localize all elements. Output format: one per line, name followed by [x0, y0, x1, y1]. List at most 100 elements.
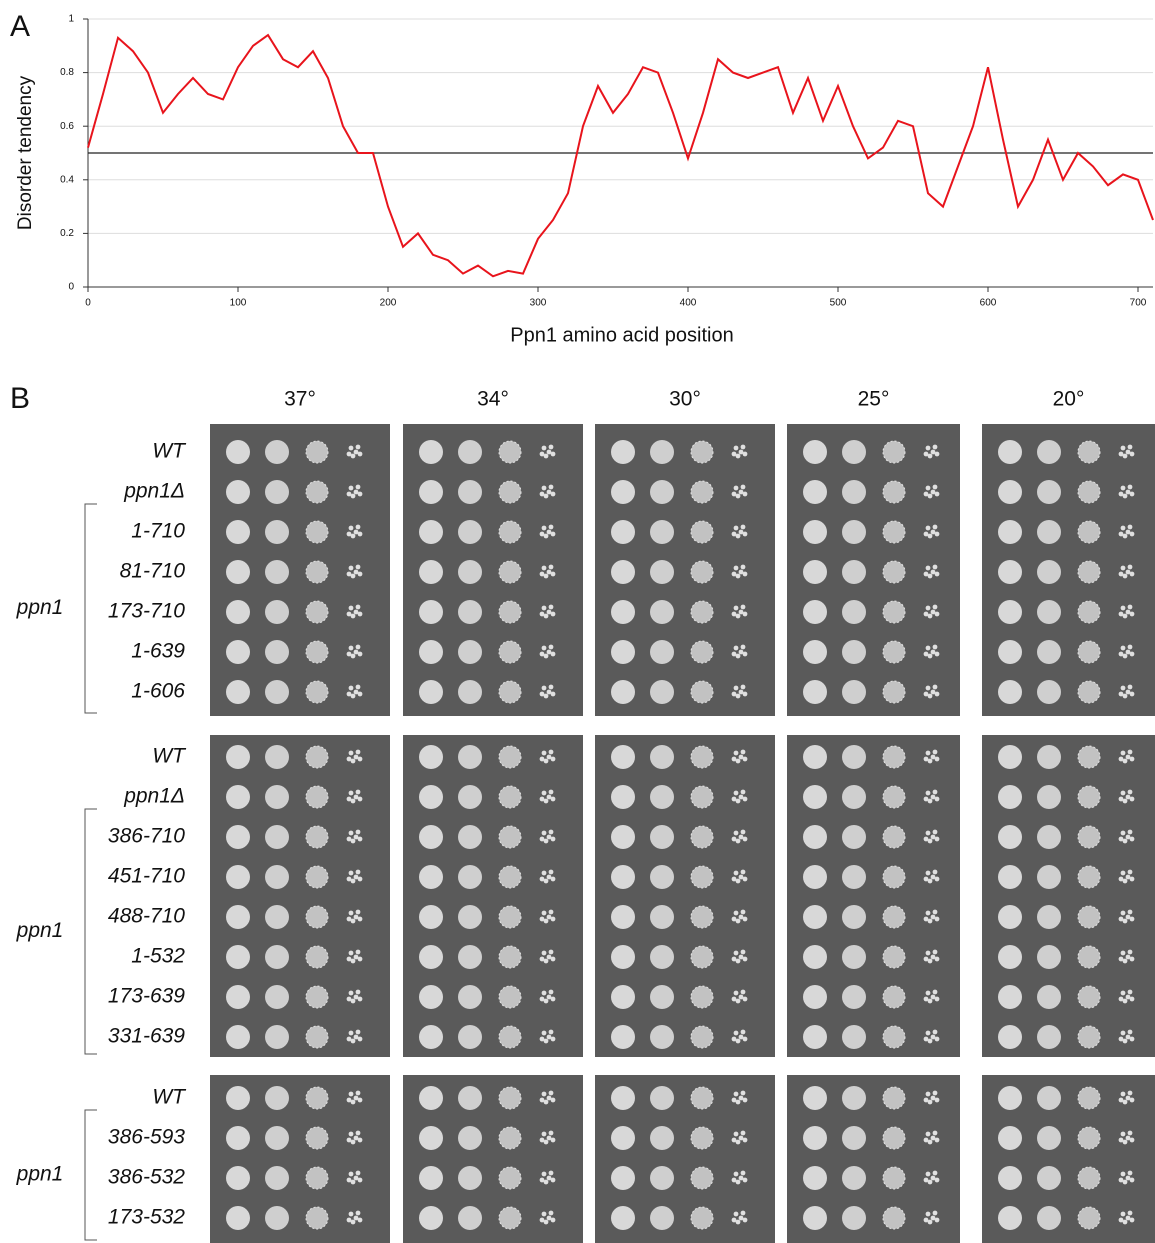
spot	[650, 440, 674, 464]
colony	[923, 1036, 929, 1042]
colony	[1120, 750, 1126, 756]
colony	[1118, 1097, 1124, 1103]
colony	[1125, 649, 1131, 655]
spot	[690, 825, 714, 849]
spot	[803, 1086, 827, 1110]
colony	[357, 836, 363, 842]
colony	[927, 493, 933, 499]
spot	[1037, 560, 1061, 584]
colony	[346, 1217, 352, 1223]
colony	[357, 1097, 363, 1103]
colony	[550, 491, 556, 497]
colony	[930, 754, 936, 760]
spot	[998, 680, 1022, 704]
colony	[742, 1036, 748, 1042]
colony	[357, 491, 363, 497]
colony	[350, 693, 356, 699]
colony	[1118, 956, 1124, 962]
colony	[348, 1171, 354, 1177]
spot	[419, 480, 443, 504]
colony	[350, 798, 356, 804]
spot	[650, 1206, 674, 1230]
spot	[458, 1025, 482, 1049]
colony	[550, 1036, 556, 1042]
spot	[611, 745, 635, 769]
colony	[733, 790, 739, 796]
spot	[419, 1206, 443, 1230]
colony	[927, 653, 933, 659]
spot	[305, 600, 329, 624]
spot	[458, 640, 482, 664]
colony	[348, 1211, 354, 1217]
colony	[1129, 916, 1135, 922]
spot	[305, 865, 329, 889]
colony	[353, 689, 359, 695]
spot	[1037, 1166, 1061, 1190]
colony	[1118, 1137, 1124, 1143]
spot	[1077, 1025, 1101, 1049]
spot	[803, 1126, 827, 1150]
y-tick-label: 0.8	[60, 67, 74, 78]
colony	[932, 644, 938, 650]
spot	[690, 1166, 714, 1190]
spot	[498, 600, 522, 624]
colony	[930, 994, 936, 1000]
colony	[353, 529, 359, 535]
colony	[550, 796, 556, 802]
spot	[419, 520, 443, 544]
spot	[882, 785, 906, 809]
colony	[550, 756, 556, 762]
colony	[548, 1210, 554, 1216]
spot	[1077, 480, 1101, 504]
colony	[1118, 691, 1124, 697]
colony	[1120, 870, 1126, 876]
spot	[1077, 745, 1101, 769]
colony	[733, 605, 739, 611]
colony	[733, 1211, 739, 1217]
colony	[1129, 1036, 1135, 1042]
colony	[1120, 565, 1126, 571]
spot	[882, 745, 906, 769]
x-axis-label: Ppn1 amino acid position	[510, 324, 733, 346]
colony	[353, 649, 359, 655]
colony	[934, 876, 940, 882]
colony	[541, 685, 547, 691]
spot	[226, 560, 250, 584]
x-tick-label: 200	[380, 298, 397, 309]
spot	[265, 785, 289, 809]
colony	[1122, 1139, 1128, 1145]
colony	[548, 444, 554, 450]
colony	[348, 1131, 354, 1137]
spot	[226, 1206, 250, 1230]
colony	[932, 524, 938, 530]
spot	[498, 945, 522, 969]
colony	[930, 649, 936, 655]
colony	[1125, 689, 1131, 695]
colony	[346, 756, 352, 762]
spot	[498, 1025, 522, 1049]
colony	[1129, 691, 1135, 697]
colony	[357, 796, 363, 802]
spot	[690, 520, 714, 544]
colony	[735, 1139, 741, 1145]
colony	[930, 569, 936, 575]
colony	[735, 693, 741, 699]
spot	[842, 945, 866, 969]
spot	[842, 440, 866, 464]
spot	[458, 1086, 482, 1110]
spot	[1037, 1126, 1061, 1150]
spot	[611, 560, 635, 584]
colony	[742, 956, 748, 962]
colony	[934, 491, 940, 497]
temperature-label: 30°	[669, 388, 701, 411]
colony	[541, 1131, 547, 1137]
spot	[998, 640, 1022, 664]
colony	[930, 609, 936, 615]
colony	[740, 749, 746, 755]
colony	[923, 451, 929, 457]
colony	[355, 1130, 361, 1136]
spot	[419, 985, 443, 1009]
colony	[934, 451, 940, 457]
colony	[733, 565, 739, 571]
colony	[1129, 756, 1135, 762]
